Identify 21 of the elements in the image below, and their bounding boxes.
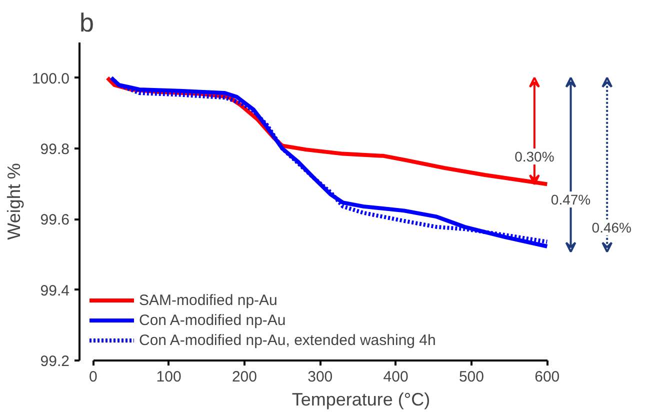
chart-title: b <box>80 8 94 38</box>
x-tick-label: 200 <box>232 368 257 386</box>
x-tick-label: 600 <box>534 368 560 386</box>
x-tick-label: 100 <box>156 368 182 386</box>
legend-label: SAM-modified np-Au <box>139 292 278 308</box>
y-tick-label: 99.6 <box>40 212 70 229</box>
x-tick-label: 500 <box>458 368 484 386</box>
x-tick-label: 300 <box>308 368 333 386</box>
annotation: 0.30% <box>514 148 554 165</box>
y-axis-title: Weight % <box>4 163 24 240</box>
legend-label: Con A-modified np-Au, extended washing 4h <box>139 332 436 348</box>
y-tick-label: 100.0 <box>32 70 70 88</box>
y-tick-label: 99.8 <box>40 141 70 158</box>
legend-label: Con A-modified np-Au <box>139 312 286 328</box>
text: 0.47% <box>550 192 591 208</box>
x-tick-label: 400 <box>383 368 408 386</box>
text: 0.46% <box>592 219 632 236</box>
x-tick-label: 0 <box>88 368 98 386</box>
x-axis-title: Temperature (°C) <box>292 390 430 410</box>
y-tick-label: 99.2 <box>40 353 70 370</box>
y-tick-label: 99.4 <box>40 282 70 300</box>
